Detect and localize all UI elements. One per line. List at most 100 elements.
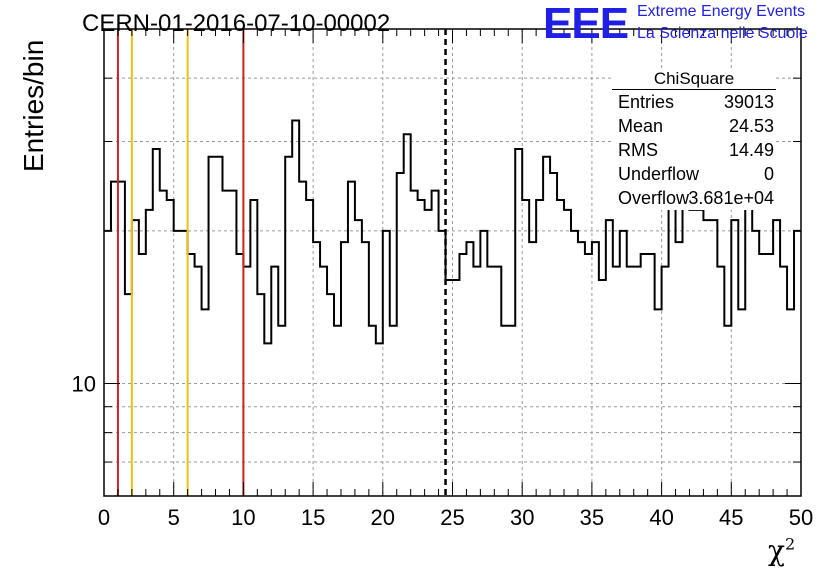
stats-row-mean: Mean 24.53 <box>618 116 774 138</box>
histogram-bin <box>508 326 515 496</box>
histogram-bin <box>250 200 257 496</box>
histogram-bin <box>257 294 264 496</box>
histogram-bin <box>167 200 174 496</box>
histogram-bin <box>738 309 745 496</box>
histogram-bin <box>710 220 717 496</box>
x-tick-label: 10 <box>231 505 255 530</box>
histogram-bin <box>432 191 439 496</box>
histogram-bin <box>599 280 606 496</box>
histogram-bin <box>592 242 599 496</box>
y-tick-label: 10 <box>72 371 96 396</box>
histogram-bin <box>327 294 334 496</box>
x-tick-label: 15 <box>301 505 325 530</box>
histogram-bin <box>299 182 306 496</box>
histogram-bin <box>118 182 125 496</box>
histogram-bin <box>209 157 216 496</box>
histogram-bin <box>125 294 132 496</box>
histogram-bin <box>766 254 773 496</box>
stats-row-underflow: Underflow 0 <box>618 164 774 186</box>
histogram-bin <box>216 157 223 496</box>
histogram-bin <box>787 309 794 496</box>
x-tick-label: 20 <box>371 505 395 530</box>
stats-row-entries: Entries 39013 <box>618 92 774 114</box>
histogram-bin <box>369 326 376 496</box>
histogram-bin <box>153 149 160 496</box>
histogram-bin <box>292 121 299 496</box>
histogram-bin <box>341 242 348 496</box>
stats-row-rms: RMS 14.49 <box>618 140 774 162</box>
x-tick-label: 30 <box>510 505 534 530</box>
histogram-bin <box>411 191 418 496</box>
histogram-bin <box>578 242 585 496</box>
histogram-bin <box>320 267 327 496</box>
histogram-bin <box>202 309 209 496</box>
histogram-bin <box>494 267 501 496</box>
histogram-bin <box>383 231 390 496</box>
x-axis-label: χ2 <box>768 534 796 567</box>
histogram-bin <box>571 231 578 496</box>
histogram-bin <box>480 231 487 496</box>
stats-label: Overflow <box>618 188 690 208</box>
histogram-bin <box>425 210 432 496</box>
histogram-bin <box>306 200 313 496</box>
histogram-bin <box>613 267 620 496</box>
histogram-bin <box>585 254 592 496</box>
histogram-bin <box>634 267 641 496</box>
x-tick-label: 50 <box>789 505 813 530</box>
histogram-bin <box>376 343 383 496</box>
histogram-bin <box>453 280 460 496</box>
stats-value: 14.49 <box>728 140 774 160</box>
histogram-bin <box>146 210 153 496</box>
histogram-bin <box>564 210 571 496</box>
histogram-bin <box>229 191 236 496</box>
histogram-bin <box>759 254 766 496</box>
histogram-bin <box>404 134 411 496</box>
histogram-bin <box>501 326 508 496</box>
chart-title: CERN-01-2016-07-10-00002 <box>82 10 391 37</box>
histogram-bin <box>285 157 292 496</box>
histogram-bin <box>627 267 634 496</box>
histogram-bin <box>773 220 780 496</box>
histogram-bin <box>550 173 557 496</box>
histogram-bin <box>188 254 195 496</box>
y-axis-label: Entries/bin <box>18 39 49 172</box>
stats-value: 39013 <box>723 92 774 112</box>
histogram-bin <box>522 200 529 496</box>
x-tick-label: 35 <box>580 505 604 530</box>
histogram-bin <box>473 267 480 496</box>
histogram-bin <box>132 220 139 496</box>
stats-row-overflow: Overflow 3.681e+04 <box>618 188 774 210</box>
stats-label: Underflow <box>618 164 700 184</box>
histogram-bin <box>271 267 278 496</box>
histogram-bin <box>334 326 341 496</box>
histogram-bin <box>397 173 404 496</box>
histogram-bin <box>264 343 271 496</box>
histogram-bin <box>104 231 111 496</box>
stats-label: Entries <box>618 92 675 112</box>
stats-label: RMS <box>618 140 658 160</box>
histogram-bin <box>655 309 662 496</box>
stats-title: ChiSquare <box>653 69 735 88</box>
histogram-bin <box>641 254 648 496</box>
histogram-bin <box>487 267 494 496</box>
x-tick-label: 45 <box>719 505 743 530</box>
histogram-bin <box>689 210 696 496</box>
x-tick-label: 0 <box>98 505 110 530</box>
histogram-bin <box>418 200 425 496</box>
stats-value: 0 <box>763 164 774 184</box>
histogram-bin <box>222 191 229 496</box>
stats-box: ChiSquare Entries 39013 Mean 24.53 RMS 1… <box>612 68 776 210</box>
histogram-bin <box>355 220 362 496</box>
histogram-bin <box>236 254 243 496</box>
histogram-bin <box>703 220 710 496</box>
histogram-bin <box>543 157 550 496</box>
histogram-bin <box>662 267 669 496</box>
x-tick-label: 40 <box>649 505 673 530</box>
histogram-bin <box>620 231 627 496</box>
histogram-bin <box>390 326 397 496</box>
histogram-bin <box>794 231 801 496</box>
histogram-bin <box>515 149 522 496</box>
histogram-bin <box>174 231 181 496</box>
histogram-bin <box>278 326 285 496</box>
